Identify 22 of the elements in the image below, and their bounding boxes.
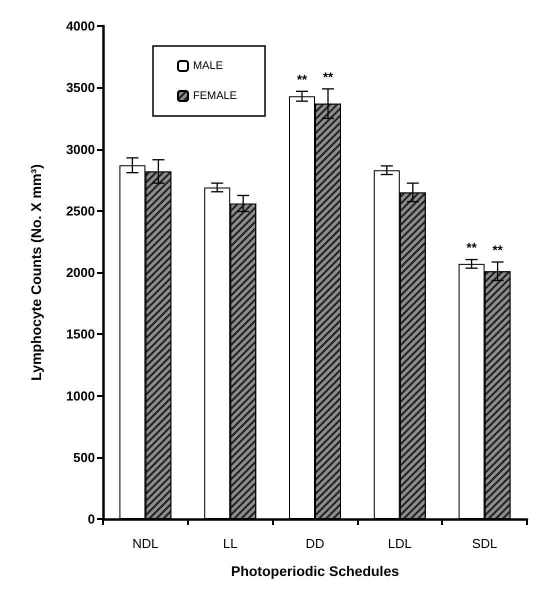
annotation: ** — [492, 242, 504, 258]
y-tick-label: 2000 — [66, 265, 95, 280]
legend-label: FEMALE — [193, 90, 238, 102]
y-tick-label: 4000 — [66, 18, 95, 34]
annotation: ** — [322, 69, 334, 84]
x-tick-label: NDL — [132, 536, 158, 551]
x-tick-label: SDL — [472, 536, 498, 551]
y-tick-label: 0 — [88, 512, 95, 526]
annotation: ** — [466, 240, 478, 256]
y-tick-label: 2500 — [66, 203, 95, 218]
y-tick-label: 1000 — [66, 388, 95, 404]
x-tick-label: LDL — [388, 536, 412, 551]
x-tick-label: LL — [222, 536, 238, 551]
x-axis-title: Photoperiodic Schedules — [230, 563, 400, 579]
x-tick-label: DD — [306, 536, 324, 551]
y-tick-label: 500 — [73, 450, 95, 465]
y-tick-label: 1500 — [66, 326, 95, 342]
y-tick-label: 3000 — [66, 142, 95, 157]
y-axis-title: Lymphocyte Counts (No. X mm³) — [28, 164, 44, 381]
y-tick-label: 3500 — [66, 80, 95, 96]
annotation: ** — [296, 72, 308, 87]
legend-label: MALE — [193, 60, 223, 72]
